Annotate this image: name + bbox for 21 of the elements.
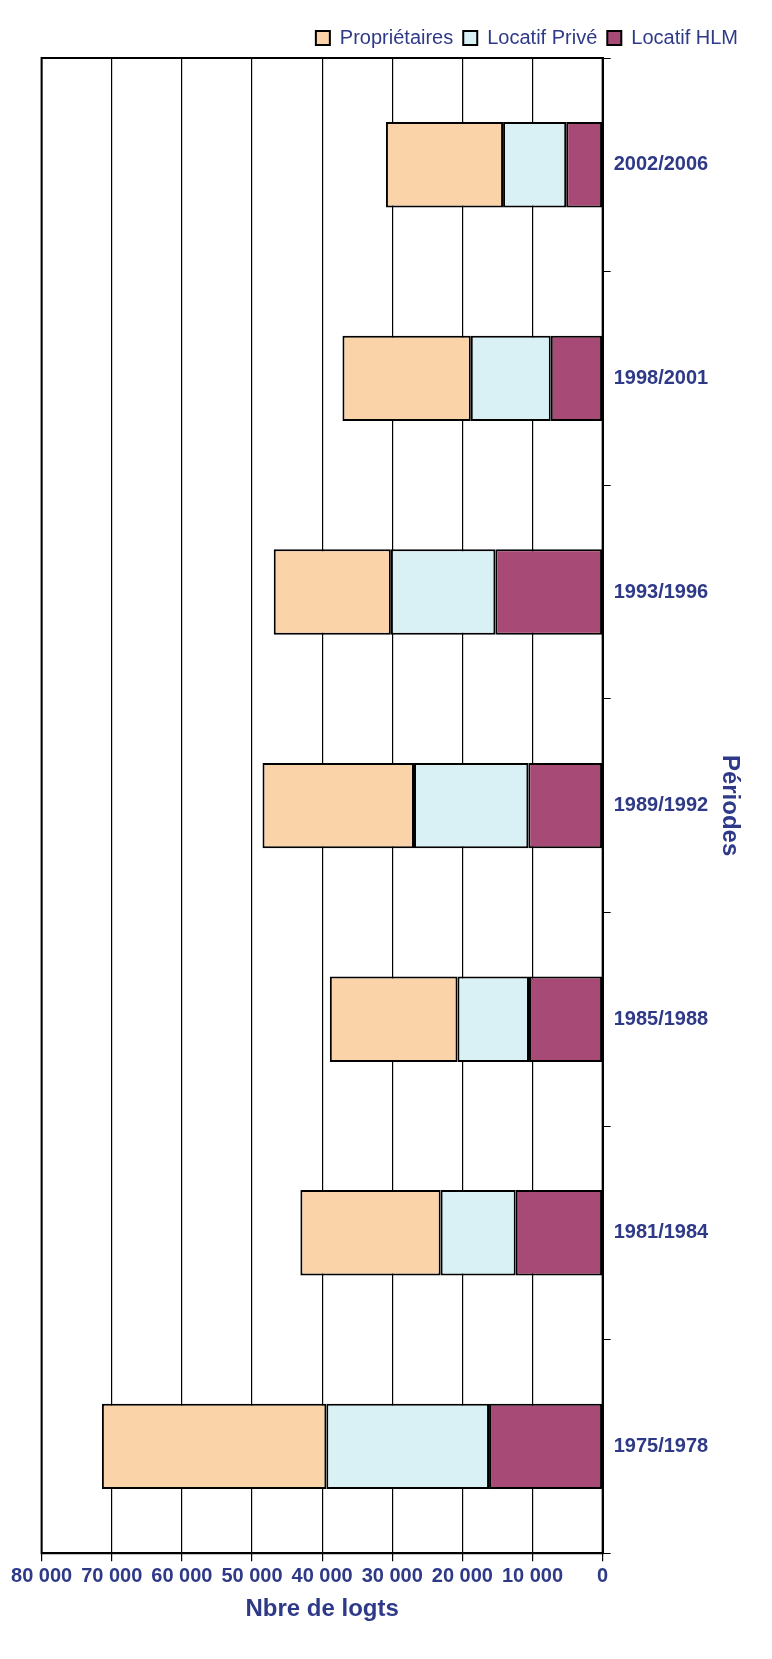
y-tick-label: 1975/1978: [613, 1433, 709, 1456]
legend-label: Propriétaires: [339, 25, 454, 48]
y-tick-label: 1989/1992: [613, 793, 709, 816]
y-tick-label: 1981/1984: [613, 1220, 710, 1243]
x-tick-label: 30 000: [361, 1563, 423, 1586]
legend-label: Locatif HLM: [631, 25, 739, 48]
x-tick-label: 10 000: [501, 1563, 564, 1586]
x-tick-label: 70 000: [81, 1563, 143, 1586]
x-tick-label: 60 000: [151, 1563, 213, 1586]
x-tick-label: 50 000: [221, 1563, 283, 1586]
x-axis-title: Nbre de logts: [245, 1594, 399, 1622]
y-tick-label: 1985/1988: [613, 1006, 709, 1029]
x-tick-label: 40 000: [291, 1563, 353, 1586]
y-axis-title: Périodes: [717, 754, 745, 857]
x-tick-label: 20 000: [431, 1563, 493, 1586]
y-tick-label: 1993/1996: [613, 579, 709, 602]
y-tick-label: 1998/2001: [613, 365, 709, 388]
y-tick-label: 2002/2006: [613, 152, 709, 175]
x-tick-label: 80 000: [11, 1563, 73, 1586]
legend-label: Locatif Privé: [487, 25, 598, 48]
x-tick-label: 0: [597, 1563, 609, 1586]
